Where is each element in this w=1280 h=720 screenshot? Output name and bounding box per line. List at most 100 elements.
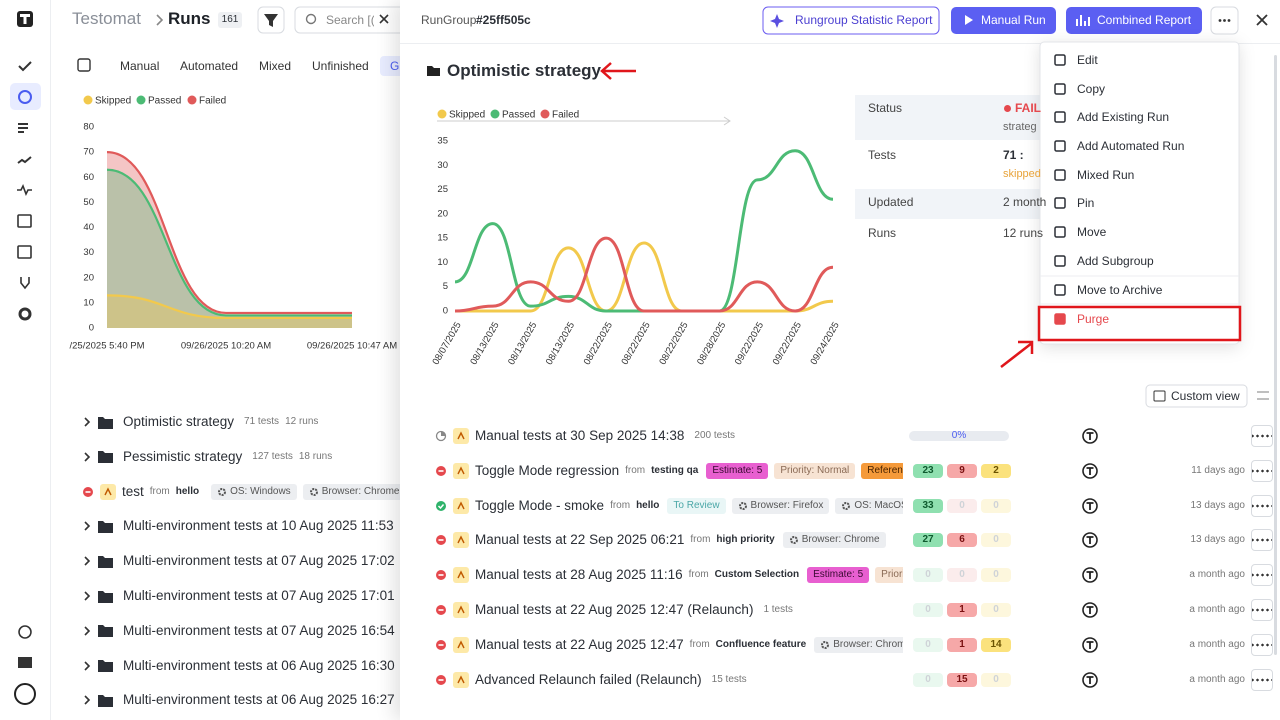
run-name: Manual tests at 22 Sep 2025 06:21	[475, 531, 684, 549]
legend-swatch	[438, 110, 447, 119]
count-skipped: 0	[981, 533, 1011, 547]
run-name: Manual tests at 22 Aug 2025 12:47 (Relau…	[475, 601, 753, 619]
status-failed	[435, 639, 447, 651]
tag: Estimate: 5	[807, 567, 869, 583]
menu-item[interactable]: Move to Archive	[1077, 281, 1162, 299]
count-failed: 9	[947, 464, 977, 478]
status-passed	[435, 500, 447, 512]
header-button-label[interactable]: Combined Report	[1097, 11, 1191, 29]
type	[453, 532, 469, 548]
count-skipped: 0	[981, 673, 1011, 687]
menu-item[interactable]: Add Automated Run	[1077, 137, 1184, 155]
count-skipped: 0	[981, 568, 1011, 582]
run-row[interactable]: Toggle Mode regressionfromtesting qaEsti…	[475, 461, 903, 481]
progress-label: 0%	[909, 427, 1009, 445]
avatar-icon	[1082, 602, 1098, 618]
avatar-icon	[1082, 463, 1098, 479]
count-failed: 15	[947, 673, 977, 687]
avatar	[1082, 672, 1098, 688]
x-tick-label: 09/22/2025	[733, 320, 766, 367]
run-time: 11 days ago	[1145, 462, 1245, 480]
legend-label: Passed	[502, 110, 535, 121]
tag-text: Estimate: 5	[813, 567, 863, 583]
avatar-icon	[1082, 672, 1098, 688]
count-passed: 0	[913, 603, 943, 617]
avatar-icon	[1082, 637, 1098, 653]
info-value: FAIL	[1015, 99, 1041, 117]
menu-item[interactable]: Purge	[1077, 310, 1109, 328]
run-row[interactable]: Manual tests at 28 Aug 2025 11:16fromCus…	[475, 565, 903, 585]
row-menu[interactable]	[1251, 425, 1273, 447]
y-tick-label: 5	[443, 281, 448, 292]
info-label: Updated	[868, 193, 913, 211]
avatar	[1082, 602, 1098, 618]
count-passed: 0	[913, 568, 943, 582]
tag-text: Browser: Chrom	[833, 637, 903, 653]
header-button-label[interactable]: Manual Run	[981, 11, 1046, 29]
y-tick-label: 15	[437, 233, 448, 244]
x-tick-label: 08/28/2025	[695, 320, 728, 367]
tag-text: Priority: Normal	[780, 463, 849, 479]
menu-item[interactable]: Copy	[1077, 80, 1105, 98]
status	[435, 500, 447, 512]
count-passed: 0	[913, 673, 943, 687]
menu-item[interactable]: Add Subgroup	[1077, 252, 1154, 270]
run-name: Toggle Mode - smoke	[475, 497, 604, 515]
row-menu[interactable]	[1251, 460, 1273, 482]
run-row[interactable]: Manual tests at 22 Aug 2025 12:47fromCon…	[475, 635, 903, 655]
status	[435, 604, 447, 616]
run-time: a month ago	[1145, 671, 1245, 689]
run-row[interactable]: Manual tests at 22 Sep 2025 06:21fromhig…	[475, 530, 903, 550]
run-row[interactable]: Toggle Mode - smokefromhelloTo ReviewBro…	[475, 496, 903, 516]
count-failed: 0	[947, 499, 977, 513]
from-label: from	[690, 531, 710, 549]
run-tests: 1 tests	[763, 601, 792, 619]
count-failed: 6	[947, 533, 977, 547]
row-menu[interactable]	[1251, 599, 1273, 621]
status-failed	[435, 569, 447, 581]
run-name: Advanced Relaunch failed (Relaunch)	[475, 671, 702, 689]
custom-view-label[interactable]: Custom view	[1171, 387, 1240, 405]
count-passed: 27	[913, 533, 943, 547]
tag: To Review	[667, 498, 725, 514]
x-tick-label: 08/22/2025	[582, 320, 615, 367]
from-label: from	[690, 636, 710, 654]
avatar-icon	[1082, 532, 1098, 548]
header-button-label[interactable]: Rungroup Statistic Report	[795, 11, 932, 29]
avatar-icon	[1082, 567, 1098, 583]
type	[453, 602, 469, 618]
status-failed	[435, 674, 447, 686]
tag-text: Browser: Chrome	[802, 532, 880, 548]
status-failed	[435, 465, 447, 477]
menu-item[interactable]: Mixed Run	[1077, 166, 1134, 184]
menu-item[interactable]: Move	[1077, 223, 1106, 241]
row-menu[interactable]	[1251, 564, 1273, 586]
tag: Browser: Chrom	[814, 637, 903, 653]
row-menu[interactable]	[1251, 669, 1273, 691]
manual-icon	[453, 498, 469, 514]
y-tick-label: 35	[437, 136, 448, 147]
avatar-icon	[1082, 498, 1098, 514]
status-failed	[435, 604, 447, 616]
info-value: 2 month	[1003, 193, 1046, 211]
menu-item[interactable]: Add Existing Run	[1077, 108, 1169, 126]
run-row[interactable]: Advanced Relaunch failed (Relaunch)15 te…	[475, 670, 903, 690]
avatar	[1082, 463, 1098, 479]
x-tick-label: 08/13/2025	[468, 320, 501, 367]
row-menu[interactable]	[1251, 634, 1273, 656]
menu-item[interactable]: Pin	[1077, 194, 1094, 212]
gear-icon	[841, 501, 851, 511]
from-label: from	[625, 462, 645, 480]
row-menu[interactable]	[1251, 529, 1273, 551]
run-row[interactable]: Manual tests at 22 Aug 2025 12:47 (Relau…	[475, 600, 903, 620]
info-detail: skipped	[1003, 165, 1041, 183]
menu-item[interactable]: Edit	[1077, 51, 1098, 69]
run-row[interactable]: Manual tests at 30 Sep 2025 14:38200 tes…	[475, 426, 903, 446]
row-menu[interactable]	[1251, 495, 1273, 517]
manual-icon	[453, 567, 469, 583]
tag: Priority: Normal	[774, 463, 855, 479]
x-tick-label: 08/22/2025	[619, 320, 652, 367]
avatar-icon	[1082, 428, 1098, 444]
